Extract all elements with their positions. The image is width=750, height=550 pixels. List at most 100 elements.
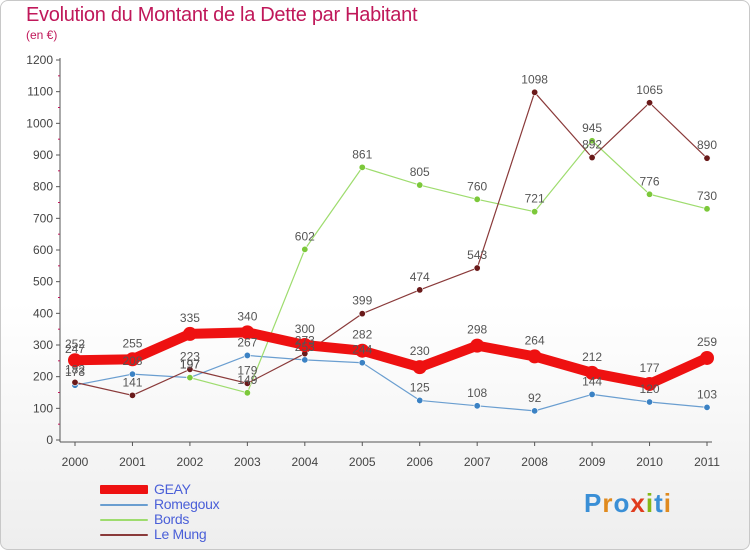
data-point-romegoux (416, 396, 424, 404)
data-label-geay: 177 (640, 361, 660, 375)
data-point-bords (588, 137, 596, 145)
y-tick-label: 600 (33, 243, 53, 257)
legend-label-geay: GEAY (154, 481, 191, 497)
legend-label-le-mung: Le Mung (154, 526, 207, 542)
data-label-romegoux: 253 (295, 340, 315, 354)
data-label-le-mung: 273 (295, 334, 315, 348)
data-label-geay: 335 (180, 311, 200, 325)
data-point-bords (301, 245, 309, 253)
chart-subtitle: (en €) (26, 28, 58, 42)
data-point-geay (642, 376, 657, 391)
x-tick-label: 2004 (291, 455, 318, 469)
data-label-romegoux: 173 (65, 365, 85, 379)
chart-title: Evolution du Montant de la Dette par Hab… (26, 4, 418, 26)
data-label-romegoux: 208 (122, 354, 142, 368)
x-tick-label: 2011 (694, 455, 720, 469)
y-tick-label: 0 (46, 433, 53, 447)
data-label-le-mung: 182 (65, 362, 85, 376)
data-point-bords (358, 163, 366, 171)
y-tick-label: 300 (33, 338, 53, 352)
data-point-bords (186, 374, 194, 382)
logo-letter: x (630, 488, 646, 518)
legend-item-romegoux: Romegoux (100, 496, 320, 513)
data-point-le-mung (646, 99, 654, 107)
data-point-geay (412, 360, 427, 375)
data-point-romegoux (646, 398, 654, 406)
x-tick-label: 2009 (579, 455, 606, 469)
y-tick-label: 800 (33, 180, 53, 194)
data-point-bords (703, 205, 711, 213)
y-tick-label: 1200 (26, 53, 53, 67)
data-point-geay (125, 352, 140, 367)
series-line-geay (70, 327, 712, 389)
data-label-geay: 264 (525, 333, 545, 347)
data-point-geay (527, 349, 542, 364)
data-label-geay: 298 (467, 323, 487, 337)
data-label-bords: 730 (697, 189, 717, 203)
data-point-le-mung (473, 264, 481, 272)
data-label-romegoux: 267 (237, 335, 257, 349)
data-label-romegoux: 103 (697, 387, 717, 401)
legend-swatch-le-mung (100, 534, 148, 536)
y-tick-label: 700 (33, 211, 53, 225)
series-line-le-mung (74, 91, 708, 396)
data-label-romegoux: 120 (640, 382, 660, 396)
data-label-bords: 721 (525, 192, 545, 206)
logo-letter: i (645, 488, 655, 518)
data-label-romegoux: 197 (180, 358, 200, 372)
data-point-bords (531, 208, 539, 216)
data-label-bords: 149 (237, 373, 257, 387)
data-point-romegoux (588, 390, 596, 398)
data-label-le-mung: 179 (237, 363, 257, 377)
data-label-romegoux: 108 (467, 386, 487, 400)
data-point-geay (182, 326, 197, 341)
data-point-geay (700, 350, 714, 365)
data-label-geay: 340 (237, 309, 257, 323)
data-label-geay: 230 (410, 344, 430, 358)
chart-legend: GEAY Romegoux Bords Le Mung (100, 481, 320, 543)
data-label-le-mung: 1065 (636, 83, 663, 97)
data-point-le-mung (531, 88, 539, 96)
x-tick-label: 2003 (234, 455, 261, 469)
data-point-le-mung (416, 286, 424, 294)
data-point-romegoux (358, 359, 366, 367)
data-point-bords (473, 195, 481, 203)
data-label-bords: 602 (295, 229, 315, 243)
data-label-bords: 197 (180, 358, 200, 372)
data-point-geay (240, 325, 255, 340)
data-point-romegoux (243, 351, 251, 359)
y-tick-label: 1000 (26, 116, 53, 130)
data-point-bords (646, 190, 654, 198)
data-label-geay: 282 (352, 328, 372, 342)
logo-letter: P (584, 488, 603, 518)
data-point-geay (297, 338, 312, 352)
data-point-geay (68, 353, 82, 368)
data-label-geay: 259 (697, 335, 717, 349)
logo-letter: t (654, 488, 664, 518)
data-label-geay: 212 (582, 350, 602, 364)
legend-swatch-geay (100, 485, 148, 494)
data-label-bords: 805 (410, 165, 430, 179)
data-point-geay (355, 343, 370, 358)
data-point-romegoux (301, 356, 309, 364)
series-line-romegoux (74, 354, 708, 412)
data-label-le-mung: 892 (582, 138, 602, 152)
y-tick-label: 900 (33, 148, 53, 162)
data-point-le-mung (703, 154, 711, 162)
data-label-geay: 252 (65, 337, 85, 351)
data-label-romegoux: 244 (352, 343, 372, 357)
data-label-bords: 945 (582, 121, 602, 135)
logo-letter: r (602, 488, 614, 518)
data-point-le-mung (243, 379, 251, 387)
data-point-romegoux (531, 407, 539, 415)
data-label-le-mung: 890 (697, 138, 717, 152)
data-point-le-mung (588, 154, 596, 162)
data-point-geay (470, 338, 485, 353)
legend-item-le-mung: Le Mung (100, 526, 320, 543)
series-line-bords (189, 140, 708, 394)
legend-swatch-romegoux (100, 504, 148, 506)
data-label-bords: 247 (65, 342, 85, 356)
